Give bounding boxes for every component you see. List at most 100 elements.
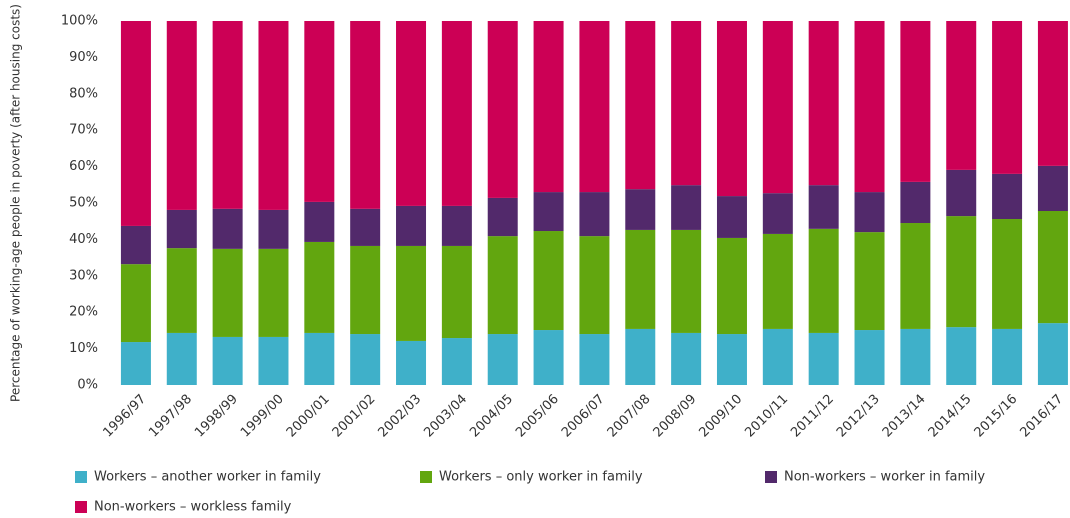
bar-segment xyxy=(258,21,289,210)
bar-segment xyxy=(487,236,518,335)
bar-segment xyxy=(992,219,1023,329)
x-tick-label: 1998/99 xyxy=(192,392,241,441)
y-axis-label: Percentage of working-age people in pove… xyxy=(9,4,23,402)
bar-segment xyxy=(579,192,610,237)
legend-swatch xyxy=(420,471,432,483)
x-tick-label: 2002/03 xyxy=(376,392,425,441)
bar-segment xyxy=(120,264,151,343)
y-tick-label: 60% xyxy=(69,159,98,174)
x-tick-label: 1997/98 xyxy=(146,392,195,441)
bar-segment xyxy=(396,245,427,341)
y-tick-label: 50% xyxy=(69,196,98,211)
bar-segment xyxy=(350,21,381,209)
x-tick-label: 2006/07 xyxy=(559,392,608,441)
bar-segment xyxy=(166,21,197,210)
y-tick-label: 40% xyxy=(69,232,98,247)
bar-segment xyxy=(304,332,335,385)
bar-segment xyxy=(716,237,747,335)
bar-segment xyxy=(166,248,197,333)
bar-segment xyxy=(212,208,243,249)
x-tick-label: 2003/04 xyxy=(421,392,470,441)
bar-segment xyxy=(396,205,427,246)
bar-segment xyxy=(396,21,427,206)
bar-segment xyxy=(808,185,839,229)
bar-segment xyxy=(441,205,472,246)
bar-segment xyxy=(808,332,839,385)
x-tick-label: 2009/10 xyxy=(696,392,745,441)
y-tick-label: 0% xyxy=(77,378,98,393)
bar-segment xyxy=(1037,211,1068,324)
bar-segment xyxy=(762,21,793,194)
bar-segment xyxy=(1037,165,1068,212)
bar-segment xyxy=(854,232,885,331)
bar-segment xyxy=(946,169,977,217)
bar-segment xyxy=(350,208,381,246)
bar-segment xyxy=(1037,323,1068,385)
x-tick-label: 2016/17 xyxy=(1017,392,1066,441)
bar-segment xyxy=(992,173,1023,220)
bar-segment xyxy=(671,185,702,230)
y-tick-label: 70% xyxy=(69,123,98,138)
bar-segment xyxy=(487,21,518,198)
bar-segment xyxy=(258,209,289,249)
bar-segment xyxy=(579,21,610,193)
bar-segment xyxy=(487,197,518,237)
y-tick-label: 10% xyxy=(69,341,98,356)
bar-segment xyxy=(762,193,793,234)
bar-segment xyxy=(120,225,151,265)
bar-segment xyxy=(900,181,931,224)
bar-segment xyxy=(854,192,885,233)
bar-segment xyxy=(350,334,381,385)
bar-segment xyxy=(533,330,564,385)
y-tick-label: 80% xyxy=(69,86,98,101)
bar-segment xyxy=(808,21,839,186)
bar-segment xyxy=(671,332,702,385)
x-tick-label: 2014/15 xyxy=(926,392,975,441)
bar-segment xyxy=(946,327,977,385)
bar-segment xyxy=(212,248,243,337)
y-tick-label: 20% xyxy=(69,305,98,320)
bar-segment xyxy=(854,21,885,193)
bar-segment xyxy=(120,342,151,385)
bar-segment xyxy=(808,228,839,333)
bar-segment xyxy=(625,189,656,230)
bar-segment xyxy=(487,334,518,385)
bar-segment xyxy=(900,328,931,385)
bar-segment xyxy=(441,245,472,339)
x-tick-label: 2005/06 xyxy=(513,392,562,441)
bar-segment xyxy=(441,338,472,385)
legend-swatch xyxy=(765,471,777,483)
bar-segment xyxy=(533,231,564,331)
bar-segment xyxy=(716,196,747,238)
x-tick-label: 1996/97 xyxy=(100,392,149,441)
legend-label: Workers – only worker in family xyxy=(439,470,643,485)
bar-segment xyxy=(900,21,931,182)
bar-segment xyxy=(304,21,335,202)
bar-segment xyxy=(304,241,335,333)
bar-segment xyxy=(625,21,656,190)
bar-segment xyxy=(212,21,243,209)
bar-segment xyxy=(166,332,197,385)
x-tick-label: 2000/01 xyxy=(284,392,333,441)
bar-segment xyxy=(854,330,885,385)
bar-segment xyxy=(396,340,427,385)
x-tick-label: 2001/02 xyxy=(330,392,379,441)
bar-segment xyxy=(120,21,151,226)
x-tick-label: 2012/13 xyxy=(834,392,883,441)
x-tick-label: 2008/09 xyxy=(651,392,700,441)
x-tick-label: 2015/16 xyxy=(972,392,1021,441)
legend-swatch xyxy=(75,471,87,483)
bar-segment xyxy=(716,334,747,385)
bar-segment xyxy=(258,336,289,385)
y-tick-label: 90% xyxy=(69,50,98,65)
x-tick-label: 1999/00 xyxy=(238,392,287,441)
bar-segment xyxy=(625,229,656,329)
bar-segment xyxy=(716,21,747,197)
bar-segment xyxy=(625,328,656,385)
bar-segment xyxy=(992,21,1023,174)
bar-segment xyxy=(533,192,564,232)
bar-segment xyxy=(1037,21,1068,166)
y-tick-label: 30% xyxy=(69,268,98,283)
bar-segment xyxy=(900,223,931,329)
x-tick-label: 2013/14 xyxy=(880,392,929,441)
